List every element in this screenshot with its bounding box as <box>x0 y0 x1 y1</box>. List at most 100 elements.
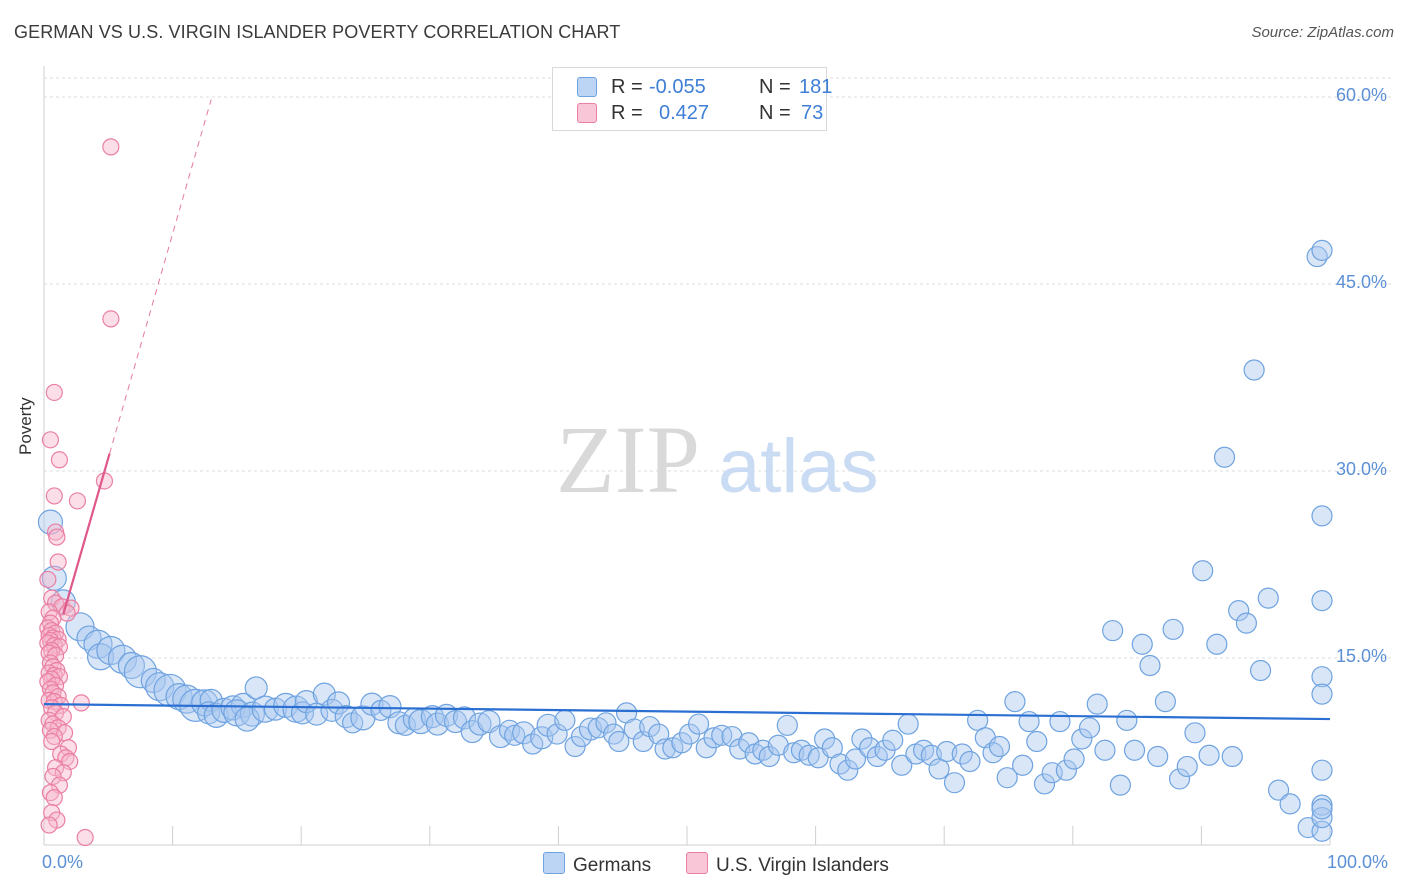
german-point <box>767 734 789 756</box>
x-tick-max: 100.0% <box>1327 852 1389 872</box>
legend-swatch-blue <box>577 77 597 97</box>
german-point <box>1004 691 1026 713</box>
german-point <box>1311 683 1333 705</box>
german-point <box>882 729 904 751</box>
german-point <box>1049 710 1071 733</box>
german-point <box>1176 755 1198 778</box>
axes <box>43 66 1331 846</box>
german-point <box>203 702 229 728</box>
virgin-islander-point <box>45 727 63 746</box>
german-point <box>1154 691 1176 713</box>
german-point <box>844 748 867 770</box>
german-point <box>1235 612 1258 634</box>
virgin-trend-line <box>62 453 111 615</box>
german-point <box>1109 774 1131 796</box>
y-tick-label: 60.0% <box>1336 85 1388 105</box>
german-point <box>951 743 973 765</box>
german-point <box>982 742 1004 764</box>
german-point <box>1243 359 1265 381</box>
y-tick-label: 45.0% <box>1336 272 1388 292</box>
german-point <box>1311 505 1333 527</box>
virgin-islander-point <box>45 383 63 402</box>
german-point <box>988 735 1011 758</box>
german-point <box>1279 793 1301 815</box>
german-point <box>546 723 568 745</box>
virgin-islander-point <box>39 570 57 589</box>
german-point <box>1033 773 1056 795</box>
german-point <box>928 758 950 780</box>
german-point <box>1123 739 1146 761</box>
german-point <box>1184 722 1206 744</box>
virgin-islander-point <box>44 609 62 627</box>
virgin-islander-point <box>44 767 62 786</box>
german-point <box>1055 759 1077 781</box>
german-point <box>1192 560 1214 582</box>
german-point <box>86 643 115 671</box>
gridlines <box>44 77 1392 659</box>
german-point <box>123 655 158 689</box>
german-point <box>305 702 329 726</box>
german-point <box>996 767 1018 789</box>
german-point <box>776 714 798 736</box>
german-point <box>687 713 710 735</box>
virgin-islander-point <box>45 789 63 807</box>
german-point <box>936 740 958 763</box>
virgin-islander-point <box>41 431 60 449</box>
german-point <box>1063 748 1085 770</box>
virgin-islander-point <box>102 138 120 156</box>
german-point <box>721 725 743 748</box>
german-point <box>1168 768 1191 790</box>
virgin-islander-point <box>76 828 94 847</box>
virgin-islander-point <box>68 492 87 510</box>
virgin-islander-point <box>102 310 120 328</box>
virgin-islander-point <box>49 553 67 571</box>
legend-label-germans: Germans <box>573 855 652 876</box>
german-point <box>623 718 645 740</box>
german-point <box>1206 633 1228 655</box>
german-point <box>703 727 725 749</box>
legend-virgin-islanders[interactable]: U.S. Virgin Islanders <box>686 852 889 877</box>
german-point <box>554 709 576 731</box>
virgin-islander-point <box>43 732 61 751</box>
german-point <box>1086 693 1108 715</box>
german-point <box>639 715 661 738</box>
german-point <box>1012 754 1034 776</box>
legend-r-label: R = <box>611 102 643 124</box>
german-point <box>1071 728 1093 750</box>
legend-r-value: -0.055 <box>649 76 706 98</box>
legend-swatch-virgin <box>686 852 708 874</box>
german-point <box>897 713 919 735</box>
german-point <box>1267 779 1290 801</box>
legend-swatch-germans <box>543 852 565 874</box>
german-point <box>425 712 450 736</box>
german-point <box>165 683 193 711</box>
correlation-legend: R = -0.055 N = 181 R = 0.427 N = 73 <box>552 67 832 131</box>
german-point <box>859 737 881 759</box>
watermark-atlas: atlas <box>718 424 879 509</box>
german-point <box>468 712 492 736</box>
german-point <box>1102 619 1124 642</box>
german-point <box>1249 659 1272 682</box>
german-point <box>37 509 64 535</box>
german-point <box>595 712 617 734</box>
legend-r-value: 0.427 <box>659 102 710 124</box>
german-point <box>1094 739 1116 761</box>
german-point <box>536 713 560 737</box>
german-point <box>1026 730 1048 753</box>
german-point <box>1228 600 1250 622</box>
german-point <box>1257 587 1279 609</box>
legend-n-value: 73 <box>801 102 824 124</box>
german-point <box>1131 633 1153 655</box>
german-point <box>1162 618 1184 640</box>
chart-source: Source: ZipAtlas.com <box>1251 24 1394 41</box>
german-point <box>1311 798 1333 820</box>
virgin-islander-points <box>39 138 120 847</box>
virgin-islander-point <box>40 816 58 834</box>
trend-lines <box>43 99 1331 721</box>
german-point <box>452 706 477 730</box>
german-point <box>943 772 966 794</box>
german-point <box>959 750 981 773</box>
legend-germans[interactable]: Germans <box>543 852 651 877</box>
legend-n-label: N = <box>759 76 791 98</box>
